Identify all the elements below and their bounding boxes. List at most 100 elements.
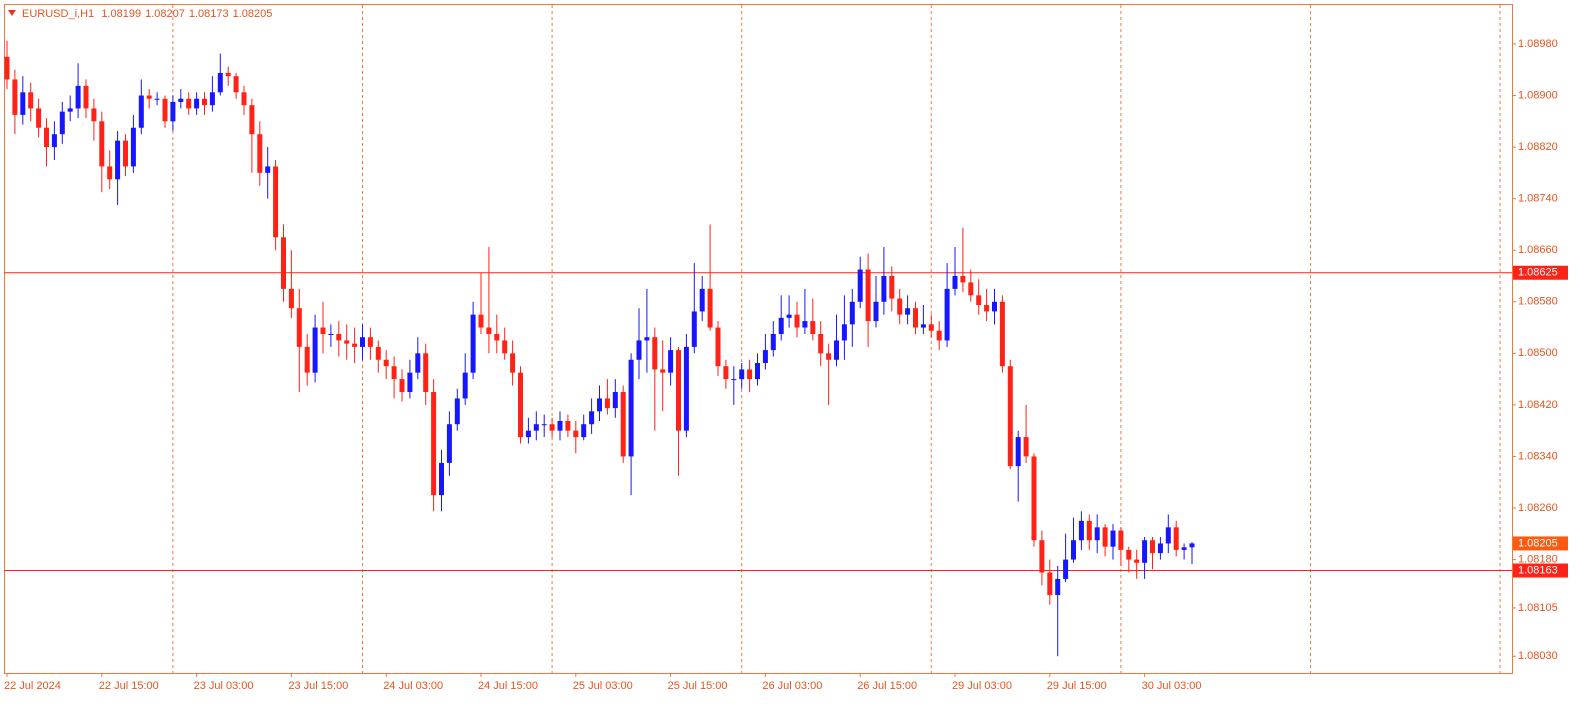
candle-body <box>423 353 429 392</box>
candle-body <box>486 327 492 334</box>
candle-body <box>99 121 105 167</box>
candle-body <box>162 98 168 122</box>
candle-body <box>660 369 666 373</box>
candle-body <box>707 288 713 328</box>
candle-body <box>217 72 223 93</box>
candle-body <box>320 327 326 334</box>
candle-body <box>960 275 966 283</box>
candle-body <box>612 391 618 409</box>
candle-body <box>241 92 247 106</box>
candle-body <box>312 327 318 373</box>
price-label-box <box>1513 265 1568 280</box>
y-tick-label: 1.08580 <box>1518 296 1558 308</box>
candle-body <box>1031 456 1037 541</box>
candle-body <box>1110 530 1116 547</box>
candle-body <box>1094 527 1100 541</box>
candle-body <box>1189 543 1195 548</box>
y-tick-label: 1.08900 <box>1518 89 1558 101</box>
candle-body <box>723 366 729 380</box>
candle-body <box>146 95 152 99</box>
chart-header: EURUSD_i,H1 1.08199 1.08207 1.08173 1.08205 <box>22 8 272 20</box>
candle-body <box>439 462 444 496</box>
candle-body <box>273 166 279 238</box>
candle-body <box>454 398 460 425</box>
candle-body <box>999 301 1005 367</box>
candle-body <box>375 346 381 360</box>
candle-body <box>1055 578 1061 596</box>
candle-body <box>1157 543 1163 554</box>
x-tick-label: 26 Jul 15:00 <box>857 680 917 692</box>
candle-body <box>557 420 563 431</box>
price-label: 1.08625 <box>1518 267 1558 279</box>
candle-body <box>794 314 800 328</box>
candle-body <box>589 411 595 425</box>
candle-body <box>304 346 310 373</box>
y-tick-label: 1.08500 <box>1518 347 1558 359</box>
candle-body <box>952 275 958 289</box>
candle-body <box>1039 540 1045 573</box>
price-label-box <box>1513 563 1568 578</box>
candle-body <box>202 98 207 106</box>
candle-body <box>107 166 113 180</box>
candle-body <box>178 98 184 102</box>
candle-body <box>676 350 681 431</box>
candle-body <box>928 324 934 331</box>
candle-body <box>976 295 982 305</box>
candle-body <box>123 140 128 167</box>
candle-body <box>636 340 642 360</box>
candle-body <box>739 369 745 380</box>
x-tick-label: 23 Jul 15:00 <box>288 680 348 692</box>
x-tick-label: 24 Jul 15:00 <box>478 680 538 692</box>
candle-body <box>1063 559 1069 579</box>
candle-body <box>905 308 911 315</box>
candle-body <box>1015 437 1021 467</box>
candle-body <box>683 346 689 431</box>
candle-body <box>265 166 271 173</box>
candle-body <box>281 237 286 289</box>
candle-body <box>225 72 231 77</box>
candle-body <box>936 330 942 341</box>
candle-body <box>668 350 674 373</box>
candle-body <box>510 353 516 373</box>
price-label: 1.08163 <box>1518 564 1558 576</box>
candle-body <box>1007 366 1013 467</box>
candle-body <box>944 288 950 341</box>
candle-body <box>849 301 855 325</box>
candle-body <box>873 301 879 322</box>
candle-body <box>786 314 792 318</box>
x-tick-label: 22 Jul 15:00 <box>99 680 159 692</box>
candle-body <box>383 359 389 367</box>
candle-body <box>4 56 10 80</box>
candle-body <box>1047 572 1053 596</box>
candle-body <box>296 308 302 347</box>
candle-body <box>518 372 523 438</box>
candle-body <box>399 379 405 392</box>
candle-body <box>288 288 294 309</box>
x-tick-label: 26 Jul 03:00 <box>762 680 822 692</box>
candle-body <box>818 333 824 354</box>
candle-body <box>984 304 990 312</box>
header-open: 1.08199 <box>101 8 141 20</box>
candle-body <box>865 269 871 322</box>
y-tick-label: 1.08180 <box>1518 553 1558 565</box>
candle-body <box>257 134 263 173</box>
candle-body <box>802 321 808 328</box>
y-tick-label: 1.08340 <box>1518 450 1558 462</box>
symbol-menu-icon[interactable] <box>8 10 16 16</box>
candle-body <box>138 95 144 128</box>
x-tick-label: 30 Jul 03:00 <box>1142 680 1202 692</box>
x-tick-label: 25 Jul 15:00 <box>668 680 728 692</box>
candle-body <box>1102 527 1108 547</box>
candle-body <box>344 340 350 344</box>
candle-body <box>20 92 26 115</box>
candle-body <box>565 420 571 431</box>
candle-body <box>1181 547 1187 550</box>
header-close: 1.08205 <box>233 8 273 20</box>
candle-body <box>699 288 705 312</box>
symbol: EURUSD_i,H1 <box>22 8 94 20</box>
candle-body <box>652 337 658 370</box>
plot-frame <box>4 4 1513 674</box>
candle-body <box>494 333 500 341</box>
candle-body <box>367 337 373 347</box>
candle-body <box>12 79 18 115</box>
